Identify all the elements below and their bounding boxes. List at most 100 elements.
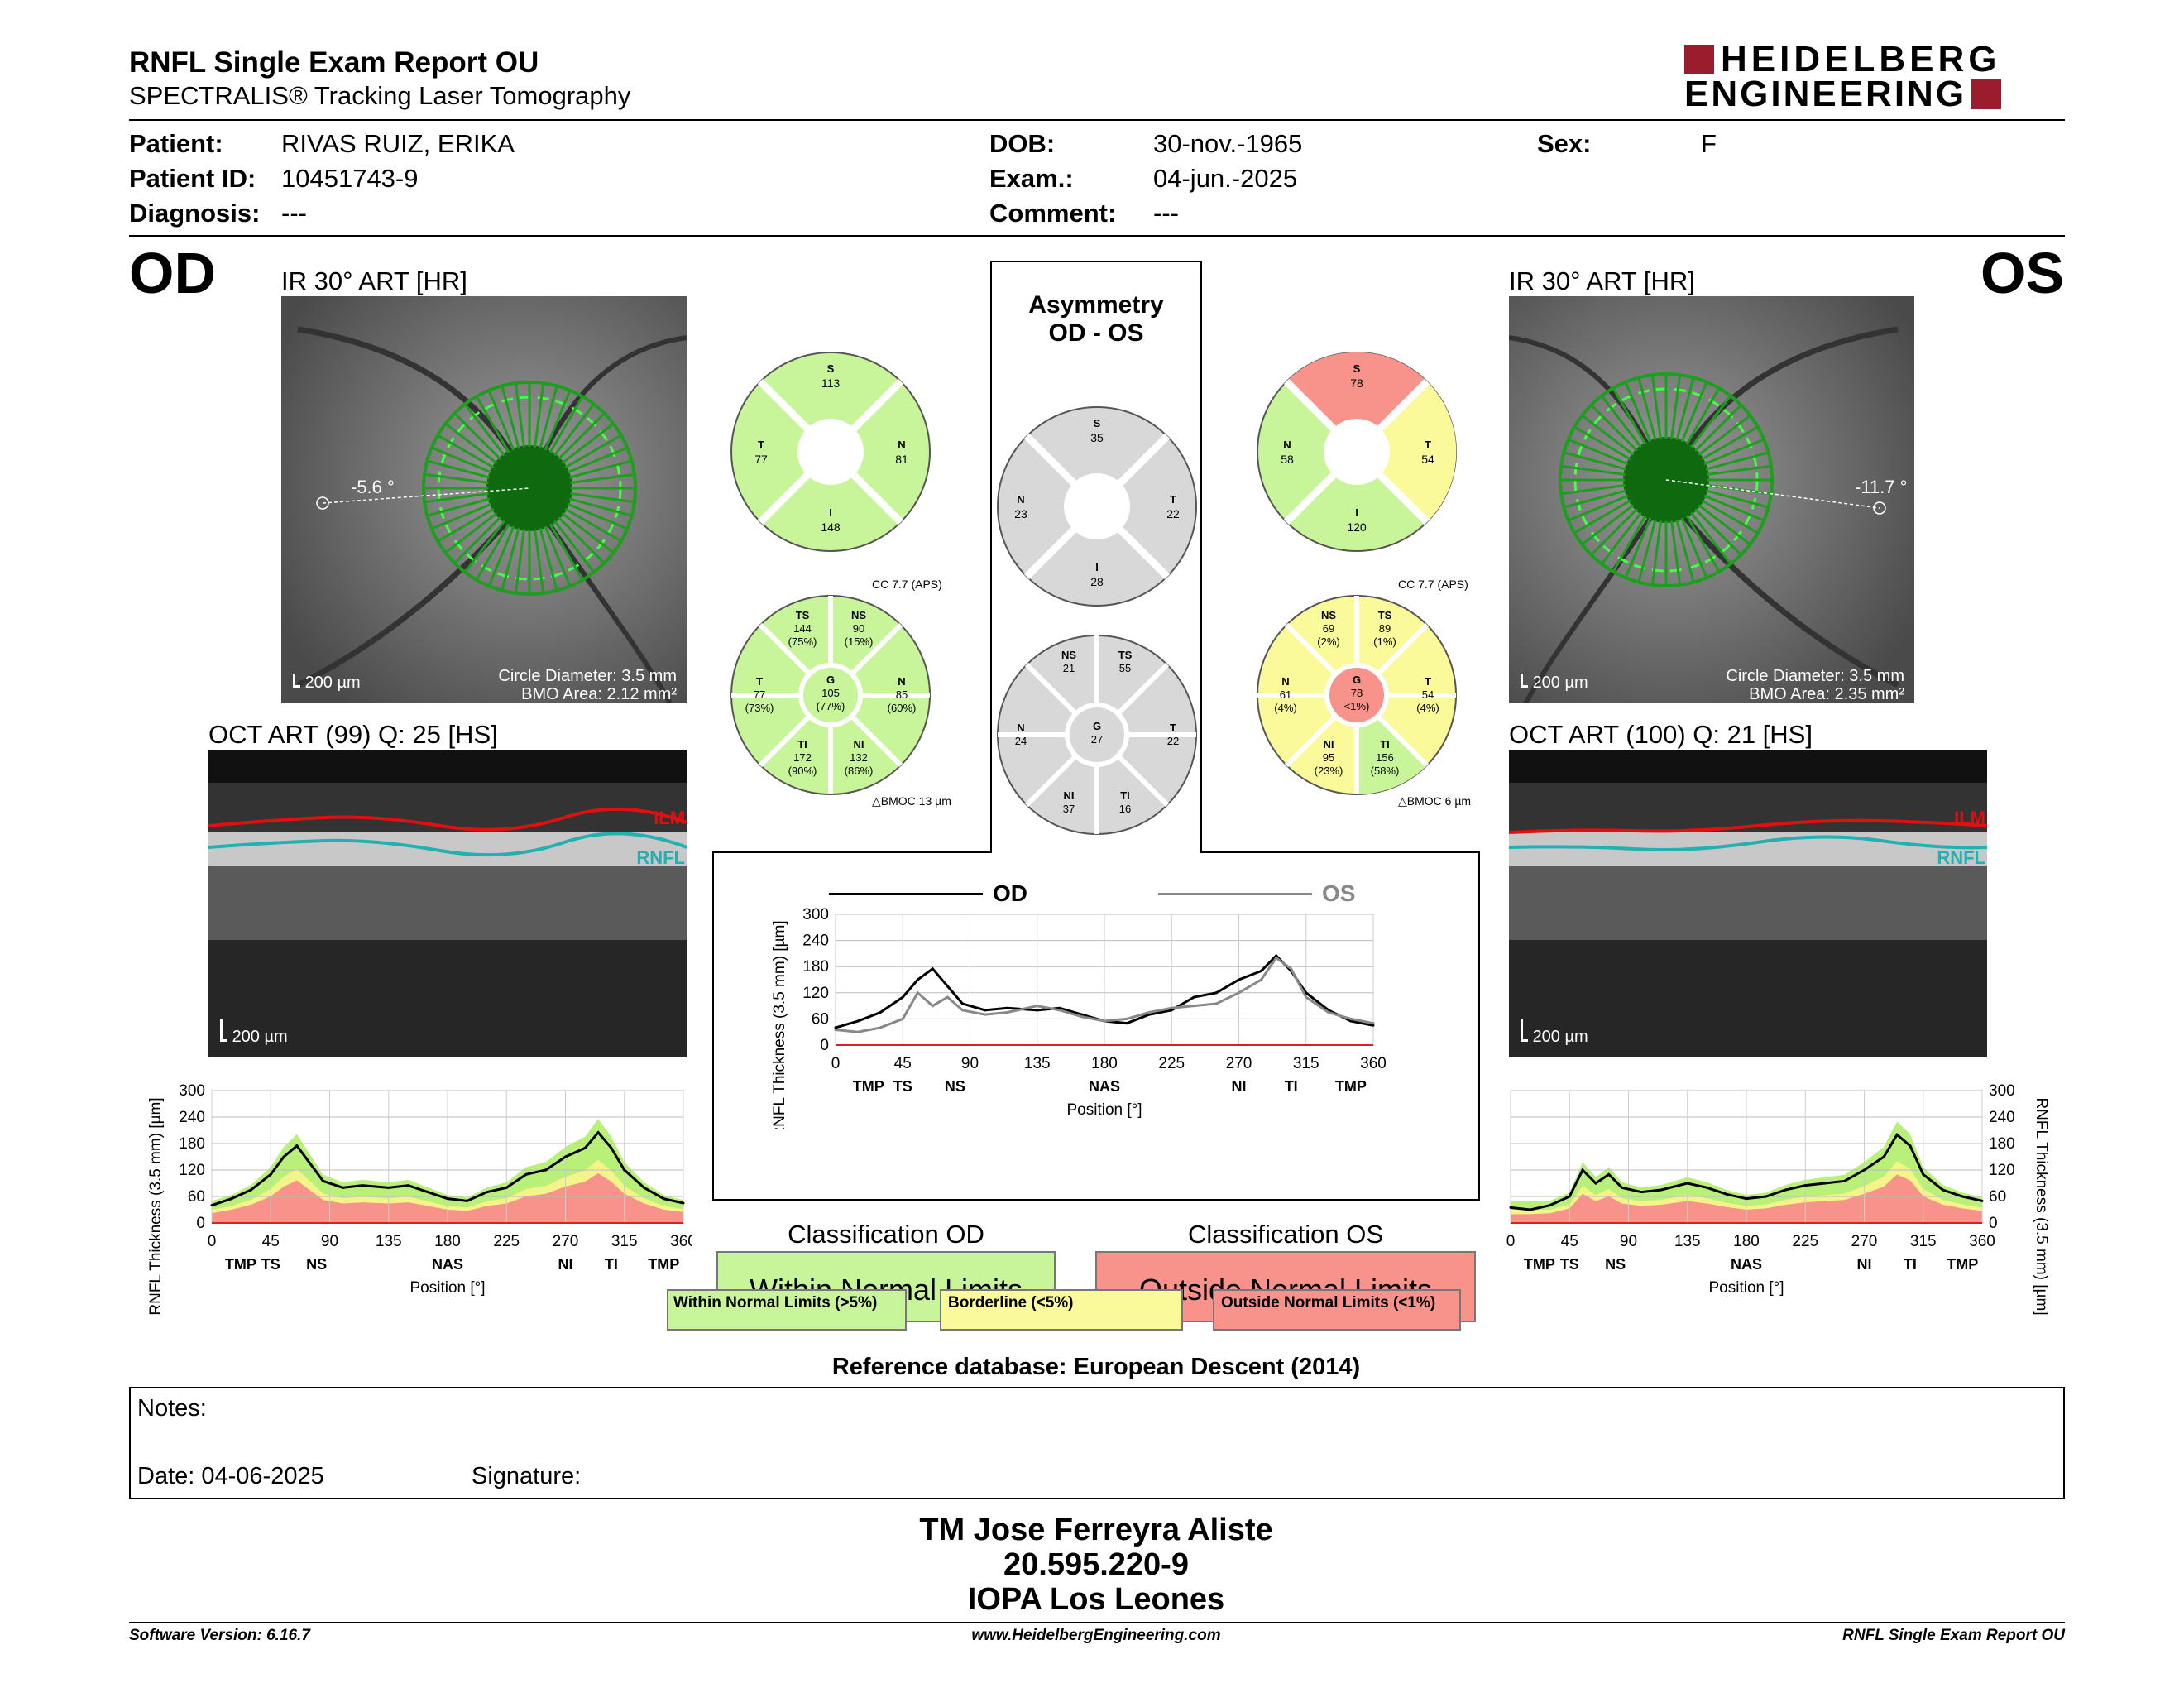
data-point [309, 1162, 312, 1165]
data-point [1080, 1013, 1084, 1016]
od-sect-ni-label: NI [854, 738, 864, 750]
os-quad-s-label: S [1353, 362, 1361, 375]
asym-legend-od: OD [829, 880, 1027, 907]
data-point [682, 1201, 685, 1205]
scan-spoke [544, 525, 572, 587]
os-sect-n-label: N [1281, 675, 1289, 688]
asym-legend-os: OS [1158, 880, 1355, 907]
x-axis-label: Position [°] [1066, 1101, 1142, 1119]
notes-box[interactable]: Notes: Date: 04-06-2025 Signature: [129, 1387, 2065, 1499]
od-oct-scale-text: 200 µm [232, 1028, 288, 1046]
scan-spoke [1573, 499, 1631, 535]
od-cc-label: CC 7.7 (APS) [872, 578, 942, 591]
os-sect-ni-value: 95 [1323, 751, 1334, 764]
os-rnfl-label: RNFL [1937, 847, 1985, 868]
os-quad-i-label: I [1355, 506, 1358, 519]
od-quad-n-label: N [898, 439, 905, 451]
scan-spoke [424, 472, 489, 484]
x-tick-label: 180 [434, 1233, 461, 1250]
os-sect-ts-label: TS [1378, 609, 1392, 621]
sector-label: NI [1857, 1256, 1872, 1273]
od-quad-t-label: T [758, 439, 764, 451]
scan-spoke [558, 516, 606, 564]
sex: F [1701, 129, 1717, 158]
y-tick-label: 60 [1989, 1188, 2006, 1206]
od-quad-s-value: 113 [821, 376, 841, 390]
scan-spoke [1560, 464, 1626, 476]
od-rnfl-chart: 0 60 120 180 240 300 0 45 90 135 180 225 270 315 360 TM… [147, 1082, 692, 1316]
logo-block-right [1971, 79, 2002, 109]
x-tick-label: 270 [1851, 1233, 1878, 1250]
scan-spoke [568, 459, 633, 479]
od-oct-scan: ILM RNFL 200 µm [208, 750, 687, 1057]
asym-quad-t-label: T [1170, 493, 1176, 506]
scan-spoke [1690, 511, 1732, 565]
reference-database: Reference database: European Descent (20… [831, 1354, 1361, 1380]
data-point [623, 1168, 626, 1172]
os-sect-g-pct: <1%) [1344, 700, 1370, 712]
od-sect-g-label: G [826, 674, 835, 686]
asymmetry-frame [712, 261, 1480, 1201]
x-tick-label: 225 [1792, 1233, 1818, 1250]
data-point [916, 991, 919, 995]
scan-spoke [561, 512, 615, 554]
od-quad-s-label: S [827, 362, 835, 375]
scan-spoke [548, 396, 584, 453]
od-sect-ni-pct: (86%) [845, 765, 874, 777]
patient-label: Patient: [129, 129, 223, 158]
od-sect-n-label: N [898, 675, 905, 688]
y-tick-label: 300 [802, 906, 829, 923]
os-delta-icon: △ [1398, 794, 1407, 808]
sector-label: TI [1904, 1256, 1917, 1273]
data-point [834, 1026, 837, 1029]
date-label: Date: 04-06-2025 [137, 1463, 324, 1489]
data-point [1058, 1006, 1061, 1009]
logo-text-bottom: ENGINEERING [1684, 74, 1967, 114]
scan-spoke [426, 459, 491, 479]
sector-label: TMP [1524, 1256, 1555, 1273]
scan-spoke [1703, 438, 1765, 466]
scan-spoke [1637, 519, 1657, 583]
scan-spoke [1573, 425, 1631, 461]
signer-name: TM Jose Ferreyra Aliste [919, 1513, 1273, 1547]
os-oct-title: OCT ART (100) Q: 21 [HS] [1509, 720, 1813, 749]
exam-date: 04-jun.-2025 [1153, 164, 1298, 193]
data-point [564, 1155, 567, 1158]
x-tick-label: 135 [1674, 1233, 1701, 1250]
x-tick-label: 45 [894, 1055, 912, 1072]
asym-quadrant-pie: S 35 N 23 T 22 I 28 [997, 406, 1197, 607]
dob: 30-nov.-1965 [1153, 129, 1303, 158]
data-point [1607, 1172, 1611, 1176]
scan-spoke [570, 492, 635, 504]
data-point [1349, 1019, 1353, 1023]
classification-od-title: Classification OD [788, 1220, 984, 1249]
data-point [1238, 978, 1240, 981]
report-name-footer: RNFL Single Exam Report OU [1842, 1627, 2065, 1644]
asym-sect-ti-value: 16 [1119, 803, 1131, 815]
od-sect-ns-pct: (15%) [845, 635, 874, 648]
scan-spoke [431, 446, 492, 474]
y-tick-label: 300 [179, 1082, 205, 1100]
od-fundus-image: -5.6 ° 200 µm Circle Diameter: 3.5 mm BM… [281, 296, 687, 703]
os-sect-ti-pct: (58%) [1371, 765, 1400, 777]
data-point [1621, 1186, 1624, 1189]
od-eye-label: OD [129, 241, 216, 305]
x-axis-label: Position [°] [410, 1279, 485, 1297]
os-sect-ns-value: 69 [1323, 622, 1334, 635]
data-point [1529, 1208, 1532, 1211]
data-point [426, 1191, 429, 1194]
data-point [1745, 1197, 1748, 1201]
os-oct-scale-icon [1521, 1019, 1528, 1042]
data-point [361, 1184, 364, 1187]
scan-spoke [1698, 504, 1751, 546]
od-oct-scale-icon [220, 1019, 228, 1042]
data-point [901, 1017, 904, 1020]
od-sect-g-pct: (77%) [817, 700, 845, 712]
os-sect-ti-value: 156 [1376, 751, 1394, 764]
os-sect-ni-label: NI [1324, 738, 1334, 750]
data-point [1509, 1206, 1512, 1209]
od-bmo-area: BMO Area: 2.12 mm² [521, 685, 677, 703]
scan-spoke [431, 502, 492, 530]
data-point [916, 978, 919, 981]
dob-label: DOB: [989, 129, 1056, 158]
